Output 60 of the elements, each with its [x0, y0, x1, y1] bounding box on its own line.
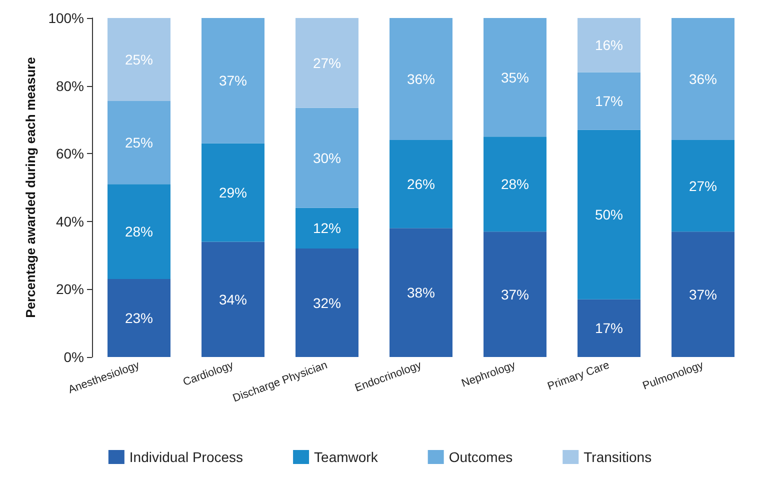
- bar: [390, 18, 452, 140]
- bar: [578, 299, 640, 357]
- data-label: 32%: [312, 294, 342, 311]
- data-label: 25%: [124, 134, 154, 151]
- y-tick-label: 20%: [56, 281, 84, 298]
- legend-label: Teamwork: [314, 449, 379, 465]
- data-label: 50%: [594, 206, 624, 223]
- bar: [484, 232, 546, 357]
- y-tick-label: 0%: [64, 349, 84, 365]
- bar: [578, 72, 640, 130]
- bar: [578, 18, 640, 72]
- data-label: 28%: [124, 224, 154, 240]
- legend-label: Individual Process: [129, 449, 244, 465]
- data-label: 34%: [218, 291, 248, 308]
- data-label: 37%: [688, 286, 718, 302]
- bar: [108, 101, 170, 184]
- bar: [202, 143, 264, 242]
- y-tick-label: 100%: [48, 10, 84, 26]
- data-label: 12%: [312, 220, 342, 236]
- bar: [296, 248, 358, 357]
- data-label: 36%: [406, 71, 436, 88]
- data-label: 29%: [218, 184, 248, 201]
- data-label: 27%: [312, 54, 342, 71]
- x-tick-label: Primary Care: [546, 359, 612, 393]
- bar: [390, 228, 452, 357]
- data-label: 36%: [688, 71, 718, 88]
- y-tick-label: 80%: [56, 78, 84, 94]
- data-label: 23%: [124, 310, 154, 326]
- bar: [108, 18, 170, 102]
- data-label: 30%: [312, 150, 342, 166]
- bar: [296, 108, 358, 208]
- legend-label: Outcomes: [448, 449, 513, 465]
- y-tick-label: 40%: [56, 213, 84, 230]
- data-label: 26%: [406, 176, 436, 192]
- data-label: 28%: [500, 176, 530, 192]
- data-label: 17%: [594, 320, 624, 336]
- bar: [390, 140, 452, 228]
- legend-label: Transitions: [584, 449, 652, 465]
- bar: [108, 279, 170, 357]
- bar: [484, 18, 546, 137]
- bar: [672, 140, 734, 232]
- data-label: 16%: [594, 37, 624, 54]
- bar: [202, 18, 264, 144]
- bar: [202, 242, 264, 357]
- data-label: 27%: [688, 178, 718, 194]
- data-label: 35%: [500, 69, 530, 86]
- bar: [296, 18, 358, 108]
- bar: [108, 184, 170, 280]
- bar: [672, 18, 734, 140]
- bar: [296, 208, 358, 249]
- data-label: 37%: [500, 286, 530, 302]
- data-label: 37%: [218, 72, 248, 89]
- data-label: 25%: [124, 52, 154, 68]
- bar: [672, 232, 734, 357]
- data-label: 17%: [594, 93, 624, 110]
- data-label: 38%: [406, 284, 436, 301]
- y-tick-label: 60%: [56, 146, 84, 162]
- bar: [484, 136, 546, 232]
- bar: [578, 130, 640, 300]
- y-axis-title: Percentage awarded during each measure: [23, 57, 38, 318]
